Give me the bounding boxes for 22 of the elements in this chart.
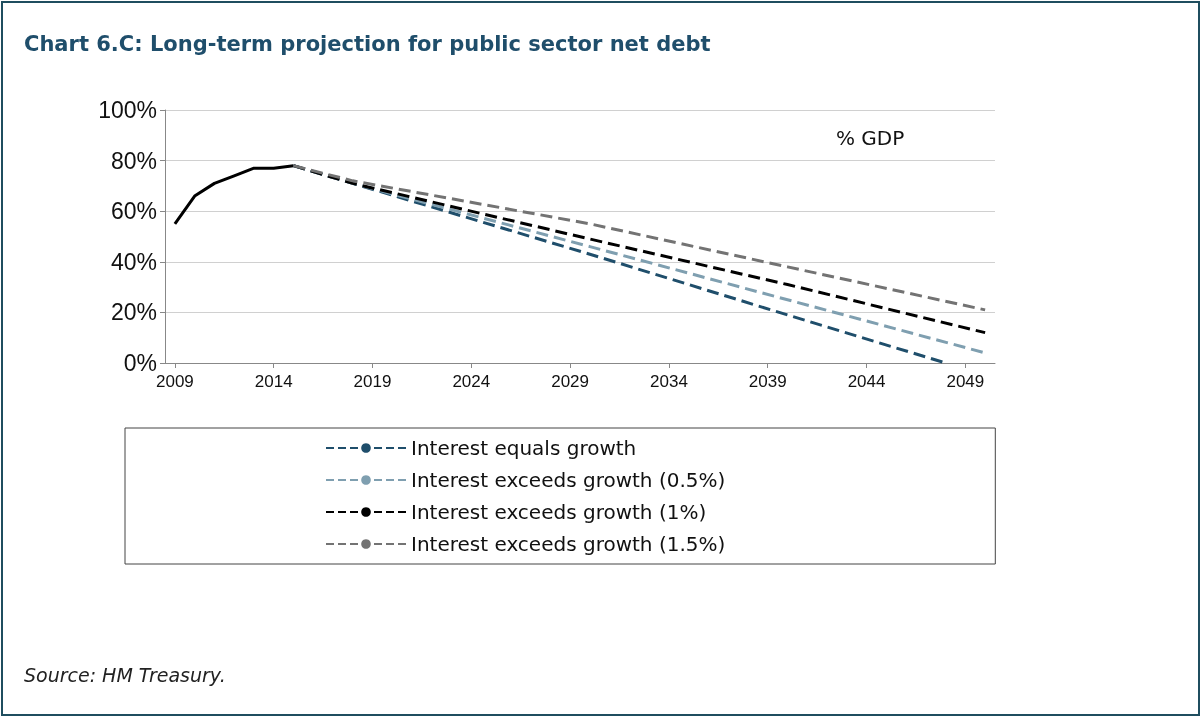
legend-label: Interest exceeds growth (0.5%) bbox=[411, 468, 726, 492]
y-tick-label: 20% bbox=[110, 299, 157, 326]
y-tick-label: 60% bbox=[110, 198, 157, 225]
x-tick-label: 2049 bbox=[946, 372, 985, 391]
chart-title: Chart 6.C: Long-term projection for public sector net debt bbox=[24, 32, 711, 56]
source-note: Source: HM Treasury. bbox=[24, 664, 226, 686]
x-tick-label: 2009 bbox=[155, 372, 194, 391]
legend-label: Interest exceeds growth (1.5%) bbox=[411, 532, 726, 556]
x-tick-label: 2039 bbox=[748, 372, 787, 391]
x-tick-label: 2024 bbox=[452, 372, 491, 391]
x-tick-label: 2034 bbox=[650, 372, 688, 391]
y-tick-label: 40% bbox=[110, 248, 157, 275]
legend-label: Interest equals growth bbox=[411, 436, 637, 460]
x-tick-label: 2029 bbox=[551, 372, 590, 391]
x-tick-label: 2014 bbox=[254, 372, 293, 391]
x-tick-label: 2044 bbox=[847, 372, 886, 391]
annotation: % GDP bbox=[836, 126, 905, 150]
x-tick-label: 2019 bbox=[353, 372, 392, 391]
y-tick-label: 0% bbox=[123, 350, 157, 376]
y-tick-label: 100% bbox=[98, 97, 157, 123]
legend-label: Interest exceeds growth (1%) bbox=[411, 500, 707, 524]
y-tick-label: 80% bbox=[110, 147, 157, 174]
